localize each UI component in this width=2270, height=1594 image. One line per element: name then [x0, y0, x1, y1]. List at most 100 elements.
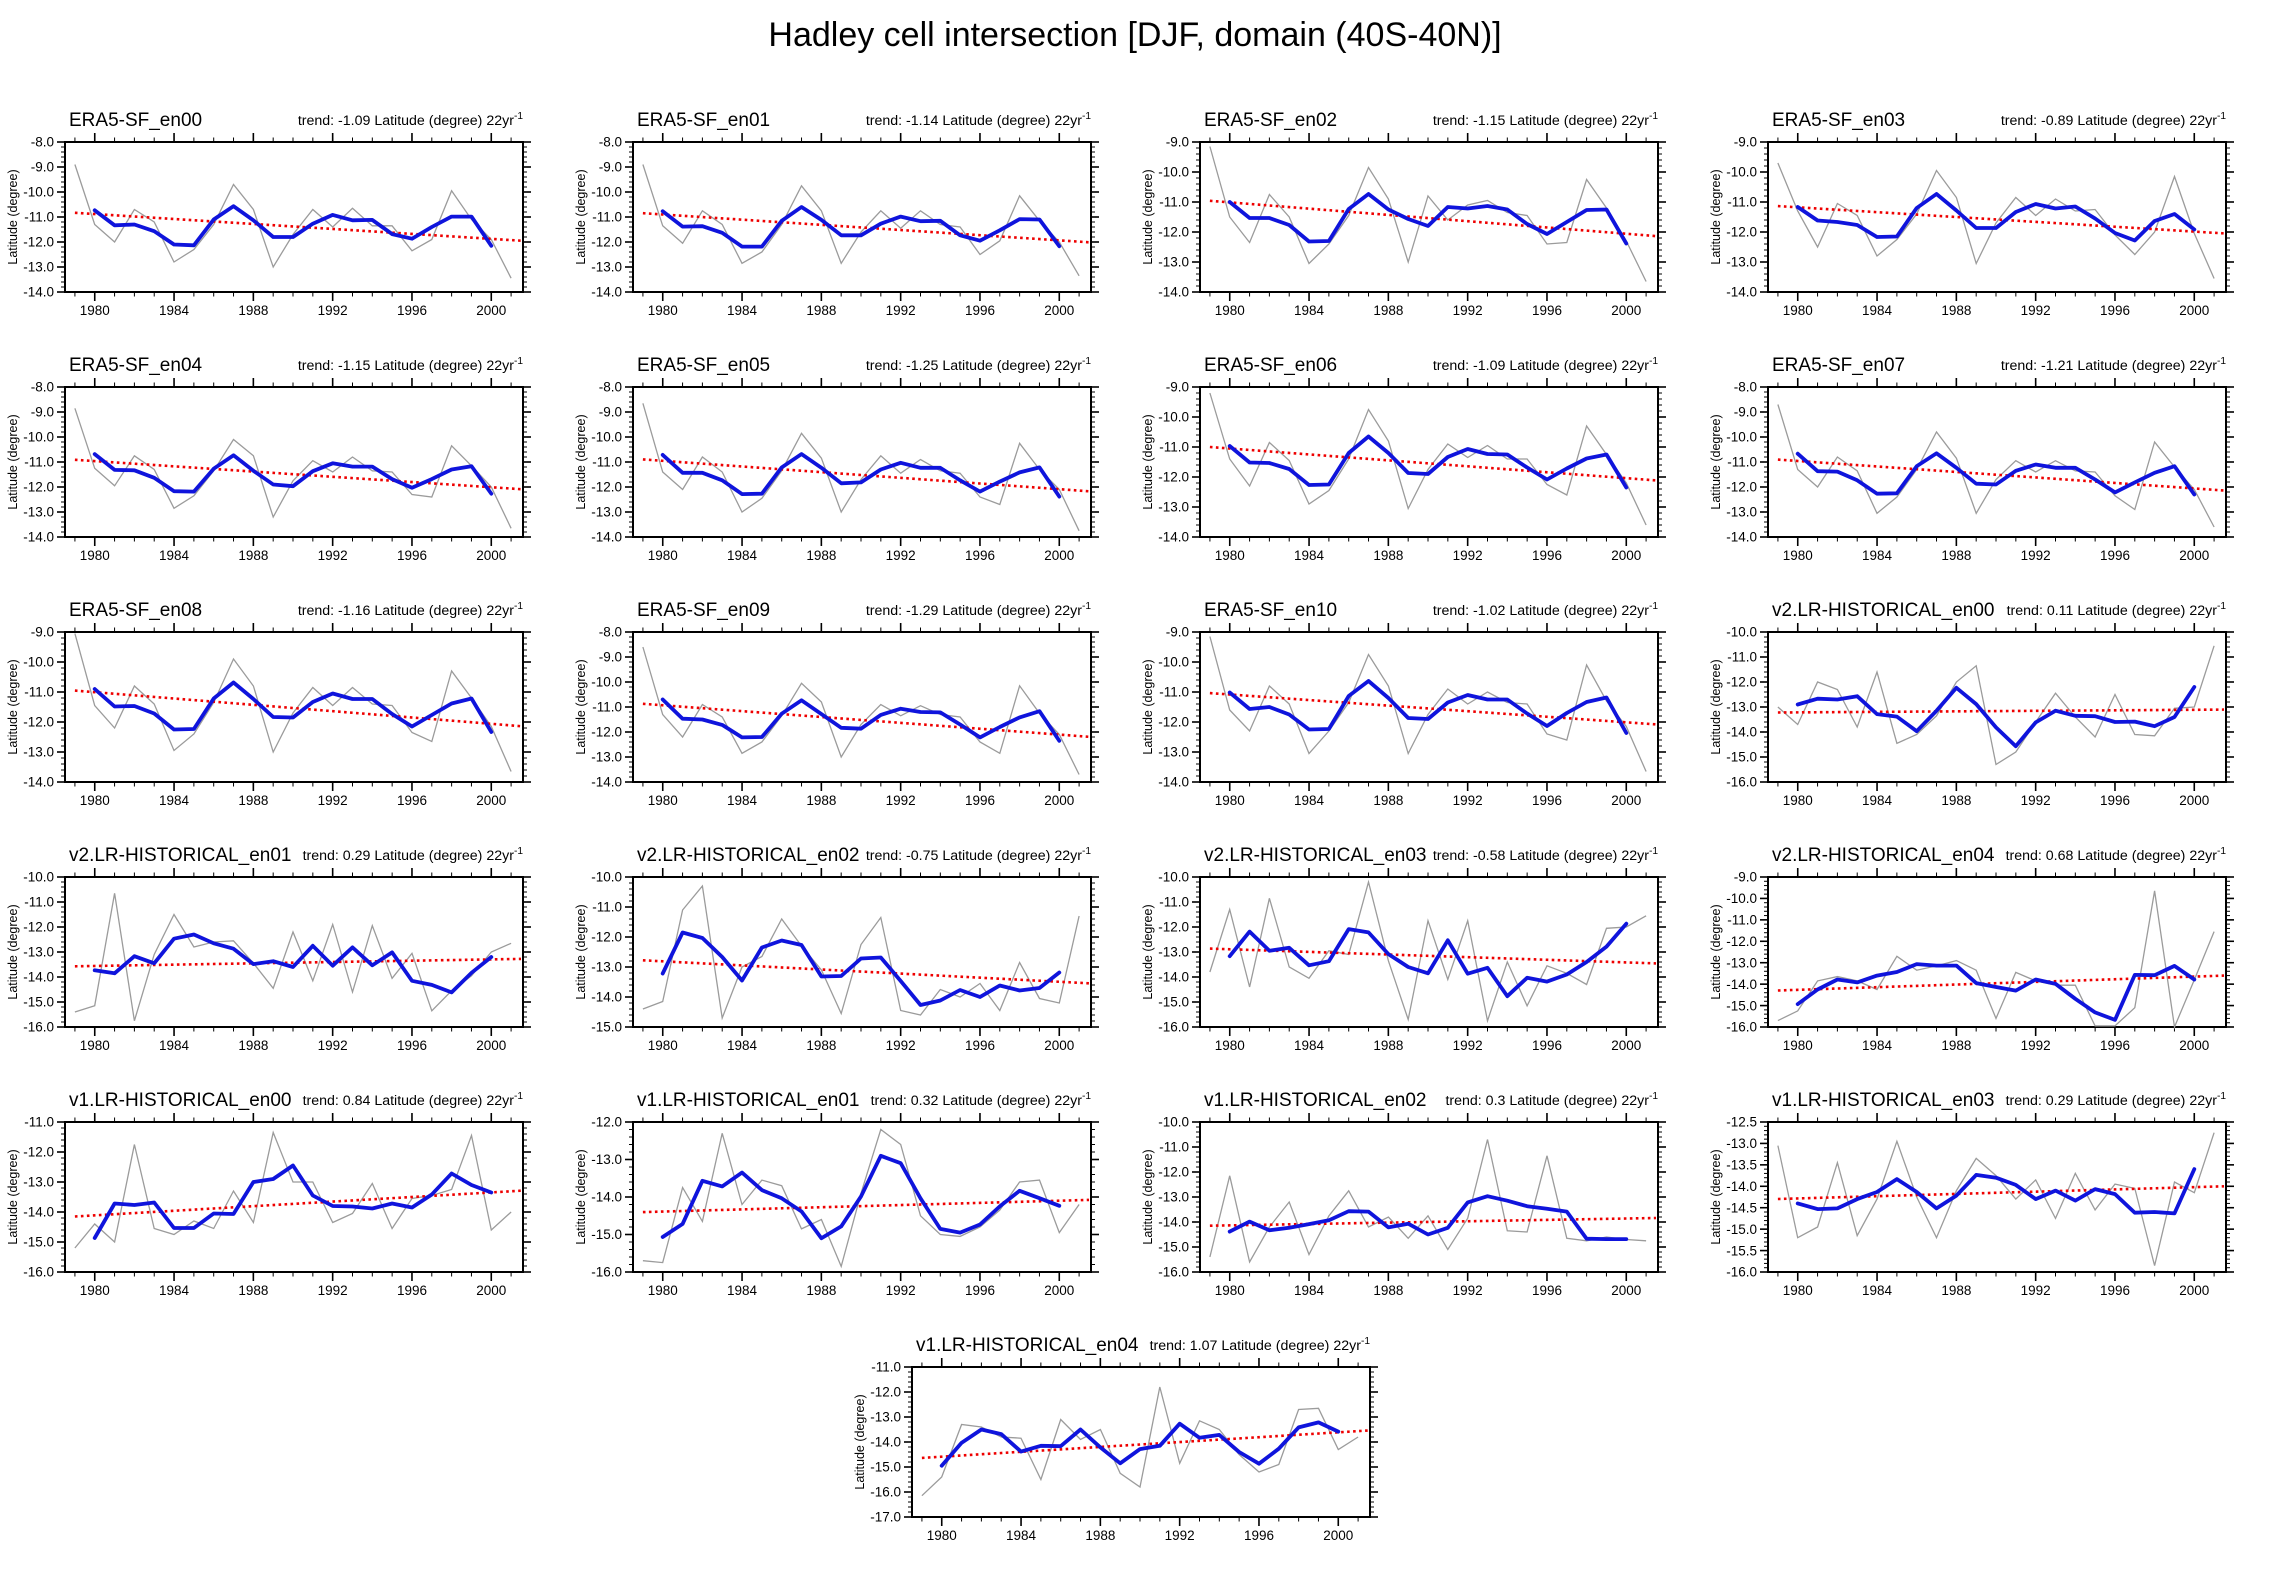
- page-title: Hadley cell intersection [DJF, domain (4…: [768, 16, 1502, 54]
- y-axis-label: Latitude (degree): [1709, 904, 1723, 999]
- x-tick-label: 1980: [1782, 548, 1812, 563]
- y-tick-label: -16.0: [23, 1020, 54, 1035]
- x-tick-label: 1992: [318, 1283, 348, 1298]
- x-tick-label: 1992: [2020, 548, 2050, 563]
- y-tick-label: -12.0: [23, 920, 54, 935]
- y-tick-label: -10.0: [1726, 430, 1757, 445]
- x-tick-label: 1988: [1941, 793, 1971, 808]
- y-tick-label: -8.0: [31, 380, 54, 395]
- panel-title: ERA5-SF_en10: [1204, 600, 1337, 621]
- panel-trend-label: trend: 0.32 Latitude (degree) 22yr-1: [870, 1091, 1091, 1109]
- panel-trend-label: trend: 0.68 Latitude (degree) 22yr-1: [2005, 846, 2226, 864]
- trend-line: [74, 1189, 522, 1218]
- x-tick-label: 1988: [1941, 548, 1971, 563]
- plot-frame: [631, 876, 1092, 1028]
- x-tick-label: 2000: [476, 548, 506, 563]
- chart-panel-ERA5-SF_en06: ERA5-SF_en06 trend: -1.09 Latitude (degre…: [1135, 340, 1702, 585]
- x-tick-label: 1988: [1085, 1528, 1115, 1543]
- y-tick-label: -13.0: [1726, 1136, 1757, 1151]
- trend-line: [1777, 458, 2224, 492]
- x-tick-label: 1980: [1215, 303, 1245, 318]
- plot-frame: [631, 631, 1092, 783]
- y-axis-label: Latitude (degree): [6, 659, 20, 754]
- x-tick-label: 1996: [964, 1038, 994, 1053]
- x-tick-label: 1984: [1294, 1283, 1325, 1298]
- x-tick-label: 1988: [1373, 303, 1403, 318]
- x-tick-label: 1980: [1782, 1038, 1812, 1053]
- y-tick-label: -10.0: [591, 430, 622, 445]
- trend-line: [74, 211, 522, 242]
- trend-line: [921, 1429, 1369, 1460]
- x-tick-label: 1988: [238, 1283, 268, 1298]
- x-tick-label: 2000: [1044, 793, 1074, 808]
- panel-trend-label: trend: 0.29 Latitude (degree) 22yr-1: [2005, 1091, 2226, 1109]
- x-tick-label: 1984: [159, 793, 190, 808]
- panel-svg-v1.LR-HISTORICAL_en01: v1.LR-HISTORICAL_en01 trend: 0.32 Latitud…: [574, 1090, 1099, 1298]
- y-tick-label: -14.0: [23, 1205, 54, 1220]
- y-tick-label: -13.5: [1726, 1158, 1757, 1173]
- y-tick-label: -13.0: [23, 260, 54, 275]
- y-tick-label: -12.0: [1158, 715, 1189, 730]
- y-tick-label: -12.0: [591, 725, 622, 740]
- panel-trend-label: trend: -1.29 Latitude (degree) 22yr-1: [865, 601, 1091, 619]
- y-tick-label: -11.0: [1159, 685, 1189, 700]
- trend-line: [1777, 708, 2224, 714]
- x-tick-label: 1984: [1862, 793, 1893, 808]
- x-tick-label: 1984: [1294, 548, 1325, 563]
- annual-series: [1777, 890, 2215, 1030]
- y-tick-label: -10.0: [23, 870, 54, 885]
- x-tick-label: 1992: [2020, 303, 2050, 318]
- annual-series: [1209, 879, 1647, 1024]
- y-tick-label: -11.0: [1727, 455, 1757, 470]
- chart-panel-ERA5-SF_en03: ERA5-SF_en03 trend: -0.89 Latitude (degre…: [1703, 95, 2270, 340]
- panel-trend-label: trend: -1.25 Latitude (degree) 22yr-1: [865, 356, 1091, 374]
- x-tick-label: 1992: [885, 793, 915, 808]
- x-tick-label: 1980: [1782, 303, 1812, 318]
- y-tick-label: -11.0: [592, 700, 622, 715]
- y-tick-label: -11.0: [1727, 913, 1757, 928]
- chart-panel-ERA5-SF_en00: ERA5-SF_en00 trend: -1.09 Latitude (degre…: [0, 95, 567, 340]
- y-tick-label: -12.0: [870, 1385, 901, 1400]
- y-tick-label: -15.0: [591, 1020, 622, 1035]
- x-tick-label: 1980: [927, 1528, 957, 1543]
- x-tick-label: 1988: [806, 303, 836, 318]
- x-tick-label: 2000: [2179, 303, 2209, 318]
- panel-trend-label: trend: -1.15 Latitude (degree) 22yr-1: [298, 356, 524, 374]
- panel-svg-v2.LR-HISTORICAL_en02: v2.LR-HISTORICAL_en02 trend: -0.75 Latitu…: [574, 845, 1099, 1053]
- annual-series: [1776, 162, 2215, 279]
- panel-trend-label: trend: 0.11 Latitude (degree) 22yr-1: [2006, 601, 2226, 619]
- x-tick-label: 1980: [80, 303, 110, 318]
- panel-svg-v1.LR-HISTORICAL_en04: v1.LR-HISTORICAL_en04 trend: 1.07 Latitud…: [853, 1335, 1378, 1543]
- y-tick-label: -10.0: [23, 430, 54, 445]
- y-tick-label: -8.0: [598, 380, 621, 395]
- y-tick-label: -9.0: [31, 625, 54, 640]
- panel-svg-v1.LR-HISTORICAL_en03: v1.LR-HISTORICAL_en03 trend: 0.29 Latitud…: [1709, 1090, 2234, 1298]
- y-tick-label: -9.0: [31, 405, 54, 420]
- x-tick-label: 2000: [476, 1283, 506, 1298]
- x-tick-label: 1996: [397, 1283, 427, 1298]
- annual-series: [1209, 1139, 1647, 1264]
- y-tick-label: -14.0: [591, 530, 622, 545]
- x-tick-label: 1984: [1294, 793, 1325, 808]
- panel-trend-label: trend: -1.21 Latitude (degree) 22yr-1: [2000, 356, 2226, 374]
- plot-frame: [64, 876, 524, 1028]
- plot-frame: [631, 386, 1092, 538]
- y-axis-label: Latitude (degree): [574, 659, 588, 754]
- x-tick-label: 1980: [80, 1038, 110, 1053]
- y-tick-label: -12.0: [591, 235, 622, 250]
- x-tick-label: 1988: [1373, 1283, 1403, 1298]
- chart-panel-ERA5-SF_en08: ERA5-SF_en08 trend: -1.16 Latitude (degre…: [0, 585, 567, 830]
- smoothed-series: [1227, 679, 1629, 735]
- x-tick-label: 2000: [1611, 1038, 1641, 1053]
- y-tick-label: -15.5: [1726, 1243, 1757, 1258]
- smoothed-series: [1795, 451, 2196, 497]
- chart-panel-ERA5-SF_en02: ERA5-SF_en02 trend: -1.15 Latitude (degre…: [1135, 95, 1702, 340]
- panel-svg-v1.LR-HISTORICAL_en00: v1.LR-HISTORICAL_en00 trend: 0.84 Latitud…: [6, 1090, 531, 1298]
- x-tick-label: 1980: [80, 793, 110, 808]
- x-tick-label: 1988: [238, 548, 268, 563]
- x-tick-label: 2000: [1611, 1283, 1641, 1298]
- trend-line: [1209, 947, 1657, 965]
- trend-line: [1209, 445, 1657, 482]
- x-tick-label: 1980: [1215, 1283, 1245, 1298]
- plot-frame: [1199, 1121, 1659, 1273]
